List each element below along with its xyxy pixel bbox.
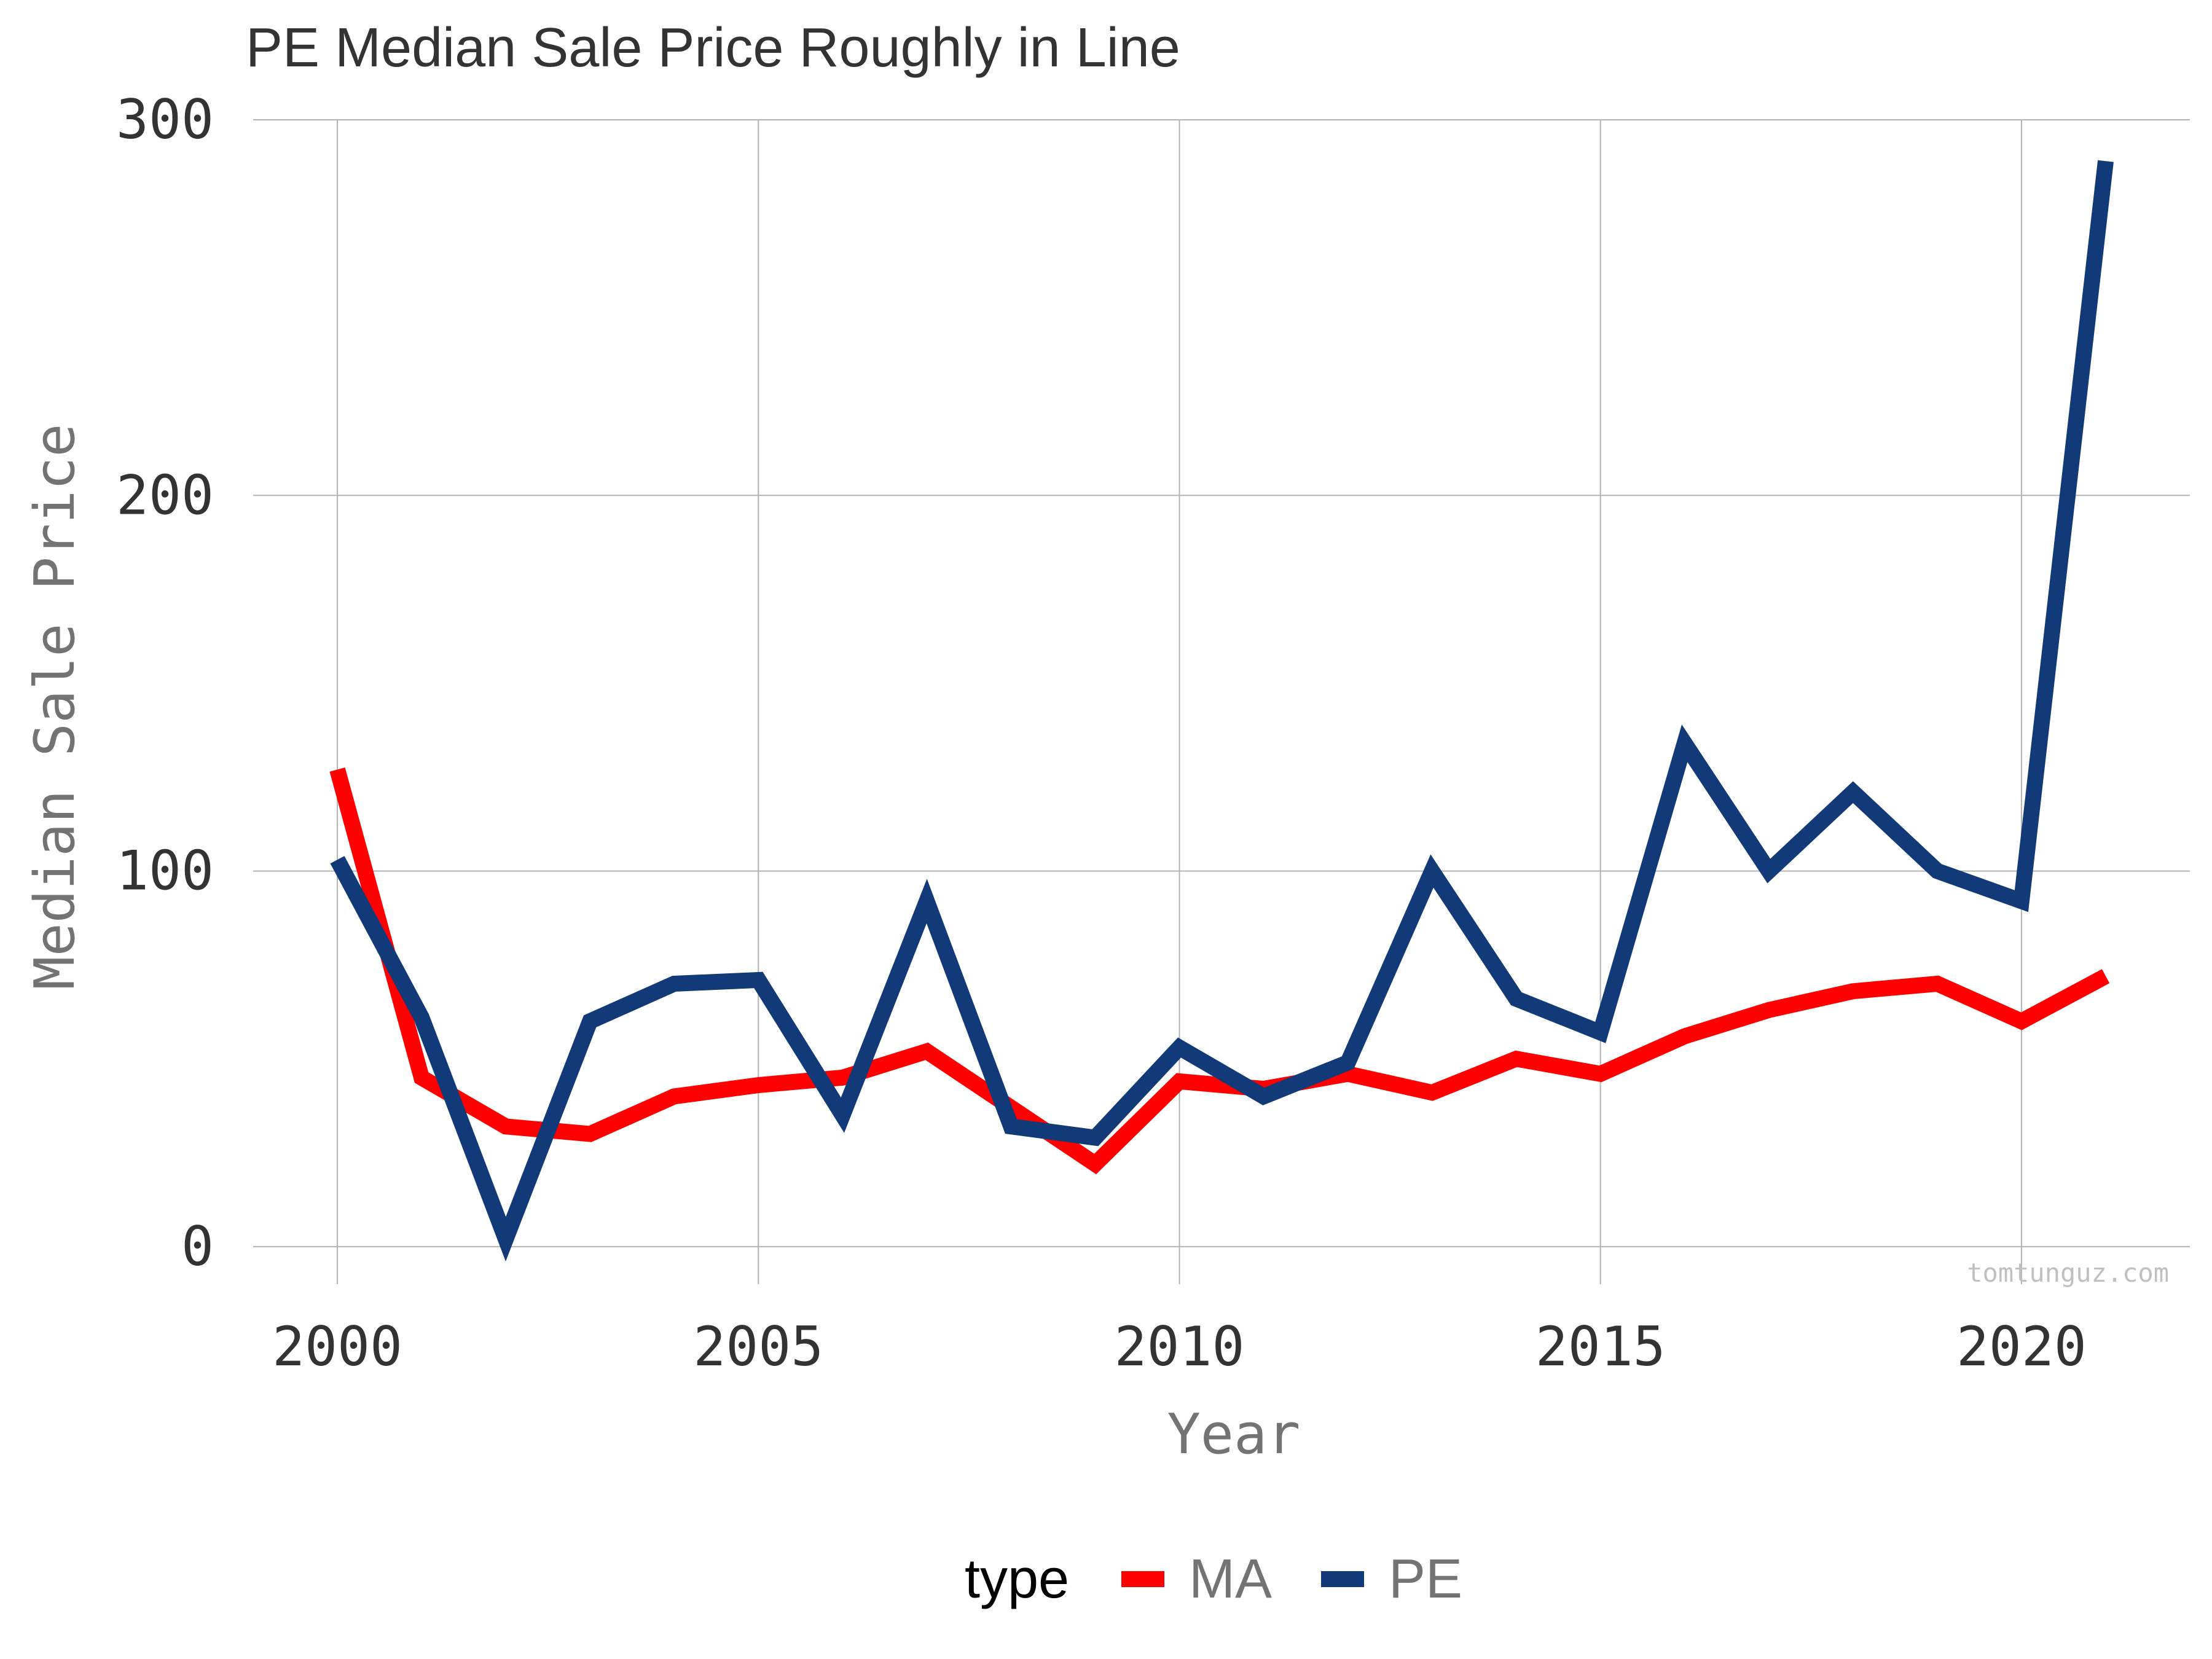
x-tick-label-2010: 2010 (1115, 1315, 1245, 1378)
series-line-ma (329, 767, 2110, 1175)
y-tick-label-0: 0 (181, 1215, 214, 1278)
x-tick-label-2015: 2015 (1535, 1315, 1666, 1378)
legend-label-pe: PE (1389, 1548, 1462, 1610)
x-axis-label: Year (1167, 1402, 1301, 1467)
watermark: tomtunguz.com (1967, 1258, 2169, 1288)
x-tick-label-2005: 2005 (693, 1315, 823, 1378)
legend-title: type (965, 1548, 1069, 1610)
y-tick-label-100: 100 (116, 839, 214, 903)
x-tick-label-2000: 2000 (272, 1315, 402, 1378)
x-tick-label-2020: 2020 (1956, 1315, 2087, 1378)
legend-label-ma: MA (1189, 1548, 1272, 1610)
y-tick-label-300: 300 (116, 88, 214, 151)
y-tick-label-200: 200 (116, 463, 214, 527)
y-axis-label: Median Sale Price (23, 423, 87, 989)
series-line-pe (330, 160, 2114, 1261)
chart-title: PE Median Sale Price Roughly in Line (246, 17, 1180, 79)
